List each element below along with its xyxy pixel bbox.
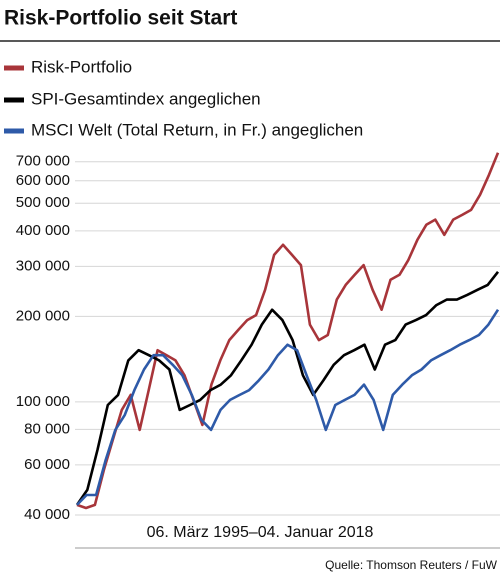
series-line (76, 152, 500, 510)
y-tick-label: 700 000 (16, 153, 70, 170)
y-tick-label: 100 000 (16, 393, 70, 410)
x-label-bg (130, 521, 390, 543)
lines (75, 152, 500, 510)
y-tick-label: 60 000 (24, 456, 70, 473)
legend-label: Risk-Portfolio (31, 57, 132, 76)
y-tick-label: 400 000 (16, 222, 70, 239)
legend-label: MSCI Welt (Total Return, in Fr.) angegli… (31, 120, 363, 139)
y-tick-label: 600 000 (16, 172, 70, 189)
series-line (75, 270, 500, 506)
y-tick-label: 40 000 (24, 506, 70, 523)
y-tick-label: 500 000 (16, 194, 70, 211)
plot-area (75, 150, 500, 548)
chart-title: Risk-Portfolio seit Start (4, 7, 237, 30)
y-tick-label: 300 000 (16, 257, 70, 274)
y-tick-label: 200 000 (16, 307, 70, 324)
legend-label: SPI-Gesamtindex angeglichen (31, 89, 261, 108)
x-axis-label: 06. März 1995–04. Januar 2018 (147, 524, 374, 541)
source: Quelle: Thomson Reuters / FuW (325, 558, 498, 572)
y-tick-label: 80 000 (24, 420, 70, 437)
labels: 40 000 60 000 80 000 100 000 200 000 300 000 4… (4, 57, 500, 572)
series-line (76, 308, 500, 506)
